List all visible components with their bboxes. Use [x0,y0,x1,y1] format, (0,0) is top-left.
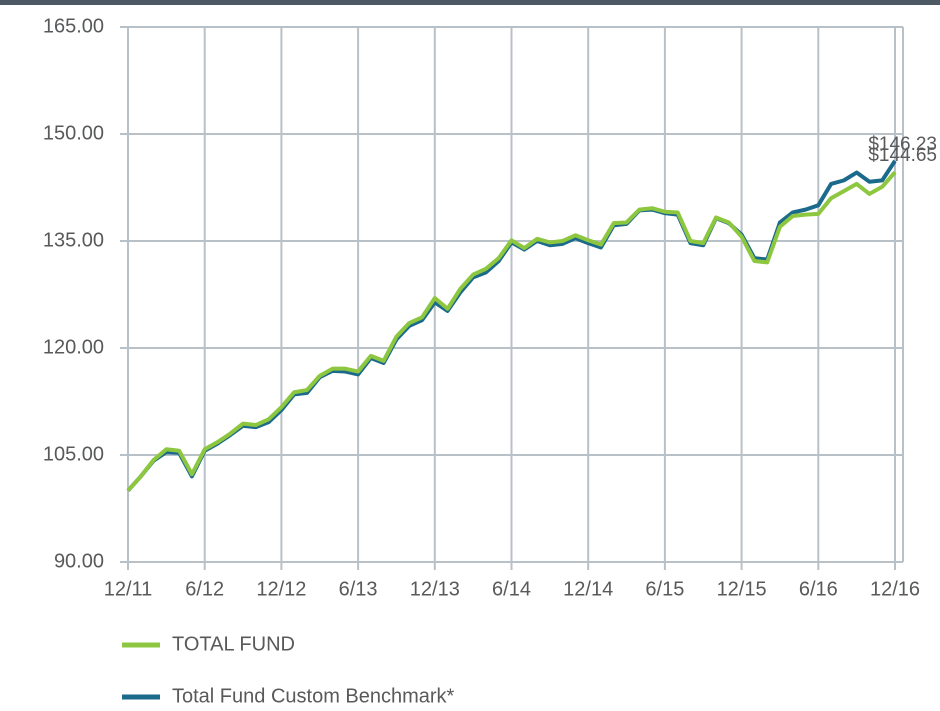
x-tick-label: 6/16 [799,578,838,600]
legend-label: Total Fund Custom Benchmark* [172,685,455,707]
top-bar [0,0,940,5]
data-label: $144.65 [868,145,937,166]
x-tick-label: 12/14 [563,578,613,600]
y-tick-label: 150.00 [43,122,104,144]
data-label: $146.23 [868,134,937,155]
x-tick-label: 12/15 [717,578,767,600]
series-line [126,170,897,493]
x-tick-label: 12/16 [870,578,920,600]
x-tick-label: 6/15 [645,578,684,600]
y-tick-label: 120.00 [43,336,104,358]
x-tick-label: 12/13 [410,578,460,600]
y-tick-label: 90.00 [54,550,104,572]
x-tick-label: 6/13 [339,578,378,600]
y-tick-label: 165.00 [43,15,104,37]
legend-label: TOTAL FUND [172,633,295,655]
x-tick-label: 12/12 [256,578,306,600]
x-tick-label: 12/11 [104,578,153,600]
x-tick-label: 6/14 [492,578,531,600]
y-tick-label: 135.00 [43,229,104,251]
y-tick-label: 105.00 [43,443,104,465]
x-tick-label: 6/12 [185,578,224,600]
